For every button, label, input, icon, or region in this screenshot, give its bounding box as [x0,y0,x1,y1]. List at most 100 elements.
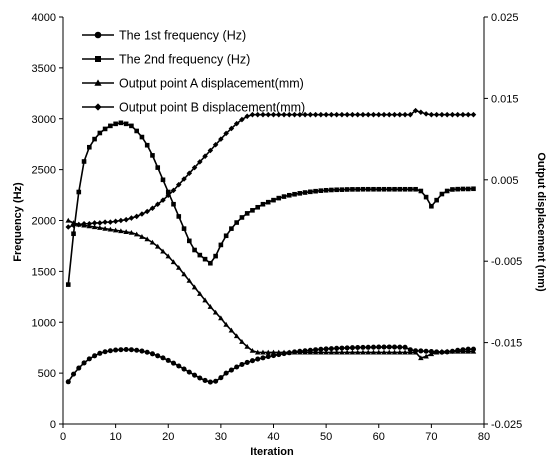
series-2-point [302,190,308,195]
series-3-point [186,277,193,283]
series-3-point [423,353,429,359]
series-2-point [187,238,192,244]
series-2-point [318,188,324,193]
series-2-point [265,199,271,205]
series-3-point [370,349,377,355]
series-3-point [428,351,435,357]
series-4-point [439,111,445,118]
series-4-point [465,111,471,118]
x-tick-label: 0 [60,431,66,443]
series-4-point [391,111,398,118]
series-3-point [181,271,187,277]
series-3-point [375,349,382,355]
series-3-point [154,243,161,249]
series-1-point [170,360,177,366]
series-2-point [297,191,303,196]
series-2-point [244,211,250,216]
series-4-point [249,111,256,118]
series-1-point [249,358,255,364]
series-4-point [191,164,198,171]
series-3-point [360,349,366,355]
series-2-point [292,191,297,197]
series-2-point [386,186,392,192]
series-3-point [286,349,293,355]
series-4-point [433,111,440,118]
series-3-point [254,349,261,355]
series-2-point [276,195,282,201]
series-3-point [291,349,298,355]
series-2-point [229,226,234,231]
series-1-point [160,355,166,361]
series-3-point [97,225,103,230]
series-4-point [460,111,466,118]
series-4-point [397,111,403,118]
series-4 [65,107,477,230]
series-4-point [354,111,361,118]
series-3-point [223,321,229,327]
series-2-point [339,187,345,192]
series-3-point [281,349,287,355]
series-4-point [291,111,298,118]
series-4-point [128,215,135,221]
series-3-point [381,349,387,355]
series-1-point [365,344,371,350]
series-2-point [286,192,292,198]
series-1 [65,344,477,385]
legend-swatch-marker [94,79,102,86]
series-1-point [123,346,129,353]
series-1-point [155,353,161,359]
series-2-point [113,121,118,127]
legend-item-2: The 2nd frequency (Hz) [82,53,250,67]
legend: The 1st frequency (Hz) The 2nd frequency … [82,29,305,115]
series-2-point [402,186,408,192]
series-2-point [355,187,360,192]
series-3-point [133,231,140,237]
series-1-point [218,375,224,381]
series-3-point [465,348,471,354]
series-1-point [118,347,124,353]
legend-swatch-marker [95,56,101,62]
series-2-point [134,128,139,134]
series-3-point [265,349,271,355]
series-1-point [318,346,324,352]
y2-tick-label: 0.015 [491,93,519,105]
series-1-point [102,349,108,355]
series-4-point [360,111,366,118]
series-2-point [150,153,155,158]
series-4-point [239,116,245,123]
series-3-point [276,349,282,355]
series-2-point [281,194,287,199]
series-1-point [107,348,113,354]
x-tick-label: 70 [425,431,437,443]
series-3-point [102,225,108,231]
series-2-point [234,220,239,225]
series-2-point [208,260,213,266]
series-1-point [197,375,203,381]
legend-swatch-marker [94,31,102,39]
series-2 [65,120,476,287]
series-2-point [365,186,371,192]
series-1-point [255,356,261,362]
series-2-point [129,123,134,129]
series-2-point [139,134,145,140]
series-2-point [260,201,266,207]
series-4-point [165,192,172,199]
series-4-point [444,111,450,118]
series-2-point [239,215,245,220]
series-1-point [186,369,192,375]
series-4-point [370,111,377,118]
series-2-point [408,186,413,192]
series-4-point [470,111,477,118]
x-tick-label: 20 [162,431,174,443]
series-4-line [68,109,474,228]
series-3-point [318,349,324,355]
series-3-point [91,224,98,230]
series-4-point [76,221,82,228]
series-3-point [118,228,124,234]
series-3-point [249,347,256,353]
series-1-point [207,379,213,385]
series-4-point [428,111,435,118]
series-1-point [397,344,403,350]
series-4-point [297,111,303,118]
series-3-point [418,355,424,361]
